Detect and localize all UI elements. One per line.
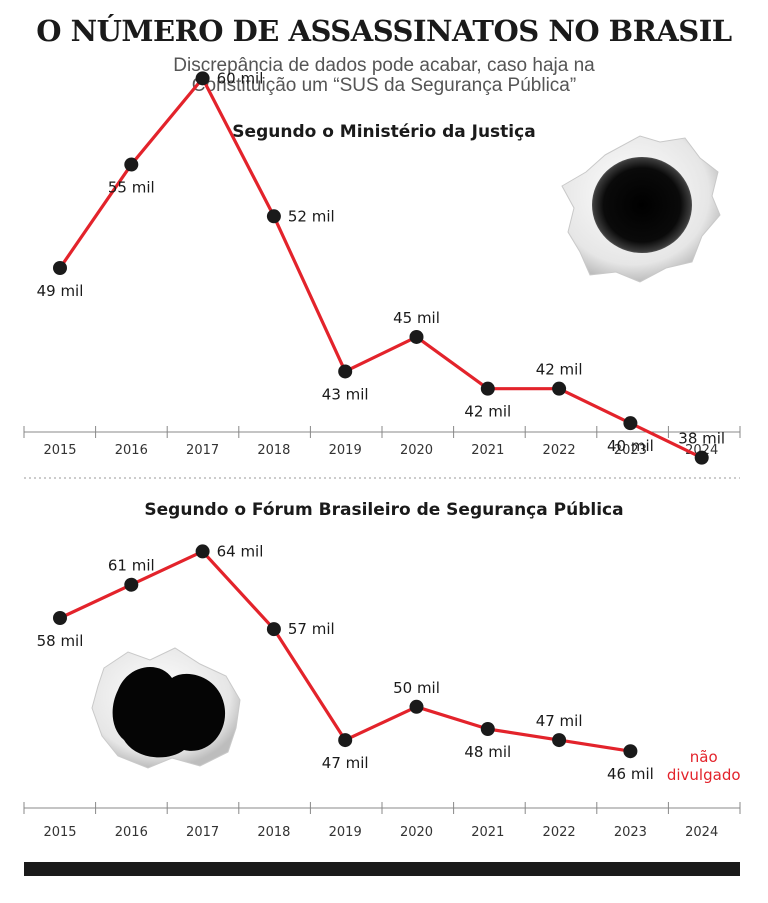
data-label: 45 mil: [393, 309, 440, 327]
not-released-note: divulgado: [667, 766, 741, 784]
data-point: [53, 261, 67, 275]
data-label: 60 mil: [217, 69, 264, 87]
data-label: 64 mil: [217, 542, 264, 560]
data-point: [266, 622, 281, 637]
x-tick-label: 2017: [186, 825, 219, 840]
data-point: [409, 699, 424, 714]
data-label: 47 mil: [536, 712, 583, 730]
data-label: 57 mil: [288, 620, 335, 638]
x-tick-label: 2023: [614, 825, 647, 840]
x-tick-label: 2023: [614, 443, 647, 458]
x-tick-label: 2016: [115, 825, 148, 840]
footer-bar: [24, 862, 740, 876]
data-point: [409, 329, 424, 344]
bullet-hole-icon: [561, 135, 721, 283]
x-tick-label: 2020: [400, 443, 433, 458]
data-label: 40 mil: [607, 437, 654, 455]
data-label: 49 mil: [37, 282, 84, 300]
data-point: [195, 544, 210, 559]
data-label: 61 mil: [108, 557, 155, 575]
data-label: 42 mil: [536, 361, 583, 379]
x-tick-label: 2024: [685, 825, 718, 840]
x-tick-label: 2019: [329, 825, 362, 840]
x-tick-label: 2016: [115, 443, 148, 458]
x-tick-label: 2017: [186, 443, 219, 458]
subtitle-line-2: Constituição um “SUS da Segurança Públic…: [191, 75, 577, 96]
subtitle-line-1: Discrepância de dados pode acabar, caso …: [173, 55, 595, 76]
chart-title: Segundo o Fórum Brasileiro de Segurança …: [144, 500, 623, 520]
data-point: [623, 416, 638, 431]
chart-title: Segundo o Ministério da Justiça: [232, 122, 535, 142]
x-tick-label: 2022: [543, 825, 576, 840]
x-tick-label: 2020: [400, 825, 433, 840]
data-point: [338, 364, 353, 379]
data-point: [338, 733, 353, 748]
data-point: [623, 744, 638, 759]
data-label: 48 mil: [464, 743, 511, 761]
not-released-note: não: [690, 748, 718, 766]
data-point: [694, 450, 709, 465]
data-label: 55 mil: [108, 179, 155, 197]
bullet-hole-icon: [91, 647, 241, 769]
x-tick-label: 2019: [329, 443, 362, 458]
series-line: [58, 76, 703, 460]
x-tick-label: 2018: [257, 825, 290, 840]
data-label: 38 mil: [678, 430, 725, 448]
data-point: [480, 381, 495, 396]
data-point: [53, 611, 67, 625]
data-label: 47 mil: [322, 754, 369, 772]
data-point: [552, 733, 567, 748]
data-point: [552, 381, 567, 396]
x-tick-label: 2021: [471, 825, 504, 840]
data-label: 58 mil: [37, 632, 84, 650]
data-label: 42 mil: [464, 403, 511, 421]
data-point: [124, 157, 139, 172]
x-tick-label: 2022: [543, 443, 576, 458]
page-subtitle: Discrepância de dados pode acabar, caso …: [0, 56, 768, 96]
data-label: 46 mil: [607, 765, 654, 783]
data-point: [266, 209, 281, 224]
page-title: O NÚMERO DE ASSASSINATOS NO BRASIL: [36, 14, 732, 48]
data-label: 50 mil: [393, 679, 440, 697]
x-tick-label: 2021: [471, 443, 504, 458]
data-point: [124, 577, 139, 592]
x-tick-label: 2018: [257, 443, 290, 458]
data-label: 52 mil: [288, 207, 335, 225]
data-point: [195, 71, 210, 86]
x-tick-label: 2015: [43, 825, 76, 840]
x-tick-label: 2015: [43, 443, 76, 458]
data-point: [480, 722, 495, 736]
data-label: 43 mil: [322, 385, 369, 403]
